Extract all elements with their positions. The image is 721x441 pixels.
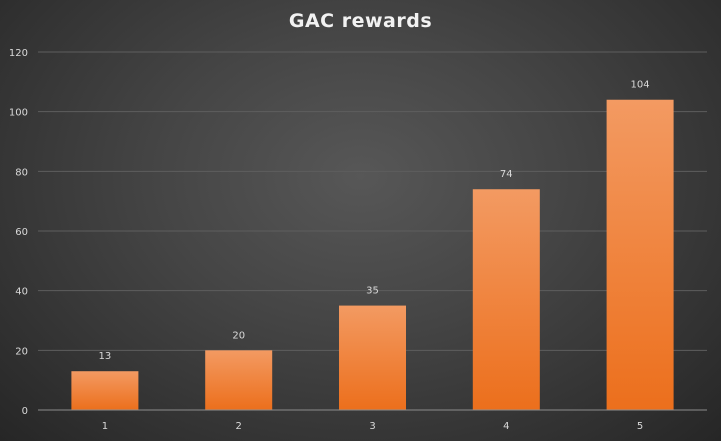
chart-title: GAC rewards (288, 10, 433, 32)
y-axis-ticks: 0 20 40 60 80 100 120 (9, 48, 28, 417)
y-tick-label: 80 (15, 167, 28, 178)
data-label: 74 (500, 169, 513, 180)
x-tick-label: 2 (236, 421, 242, 432)
x-tick-label: 4 (503, 421, 509, 432)
bars (71, 99, 674, 410)
bar-1 (71, 371, 139, 410)
x-tick-label: 5 (637, 421, 643, 432)
bar-5 (606, 99, 674, 410)
y-tick-label: 100 (9, 108, 28, 119)
x-axis-ticks: 1 2 3 4 5 (102, 421, 644, 432)
data-label: 20 (232, 330, 245, 341)
data-label: 35 (366, 286, 379, 297)
y-tick-label: 120 (9, 48, 28, 59)
data-label: 104 (631, 80, 650, 91)
bar-3 (339, 305, 406, 410)
y-tick-label: 0 (22, 406, 28, 417)
data-labels: 13 20 35 74 104 (99, 80, 650, 362)
data-label: 13 (99, 351, 112, 362)
y-tick-label: 20 (15, 346, 28, 357)
y-tick-label: 40 (15, 287, 28, 298)
x-tick-label: 1 (102, 421, 108, 432)
bar-2 (205, 350, 273, 410)
x-tick-label: 3 (369, 421, 375, 432)
bar-4 (472, 189, 540, 410)
y-tick-label: 60 (15, 227, 28, 238)
